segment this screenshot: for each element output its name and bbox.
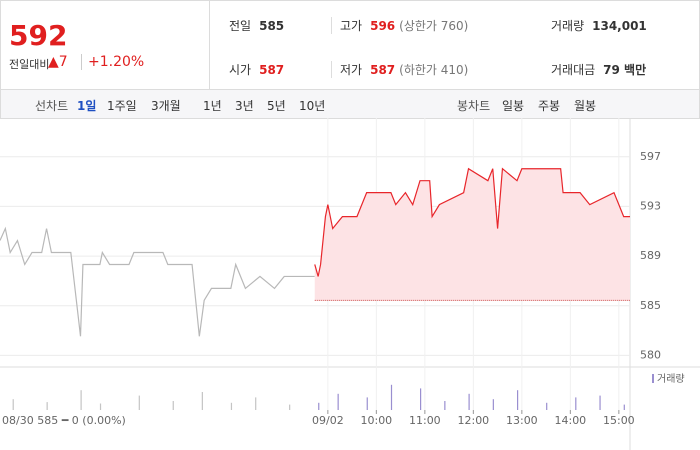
volume-bar — [468, 393, 470, 410]
volume-bar — [201, 392, 203, 410]
change-label: 전일대비 — [9, 58, 50, 71]
period-tab[interactable]: 1년 — [203, 99, 222, 113]
y-tick-label: 593 — [640, 199, 661, 212]
period-tab[interactable]: 3년 — [235, 99, 254, 113]
volume-bar — [444, 401, 446, 410]
stat-note: (상한가 760) — [399, 19, 469, 33]
volume-bar — [366, 397, 368, 410]
x-tick-label: 15:00 — [603, 414, 635, 427]
header: 592 전일대비 ▲7 +1.20% 전일 585 고가 596 (상한가 760) 거래… — [0, 0, 700, 90]
volume-bar — [337, 393, 339, 410]
stat: 저가 587 (하한가 410) — [331, 61, 468, 78]
stat-label: 저가 — [340, 63, 363, 77]
period-tab[interactable]: 3개월 — [151, 99, 181, 113]
price-line — [314, 167, 630, 277]
volume-bar — [99, 403, 102, 410]
volume-bar — [546, 402, 548, 410]
volume-bar — [390, 384, 393, 410]
volume-bar — [12, 399, 14, 410]
volume-bar — [420, 388, 422, 410]
stat-label: 거래대금 — [551, 63, 596, 77]
volume-bar — [575, 397, 577, 410]
volume-bar — [138, 395, 140, 410]
volume-bar — [172, 401, 174, 410]
stat: 전일 585 — [229, 17, 284, 34]
stat-label: 거래량 — [551, 19, 585, 33]
period-tab[interactable]: 1주일 — [107, 99, 137, 113]
stat: 거래량 134,001 — [551, 17, 647, 34]
candle-tab[interactable]: 일봉 — [502, 99, 525, 113]
legend-swatch — [652, 374, 654, 383]
price-line — [0, 226, 315, 337]
legend-label: 거래량 — [657, 373, 685, 385]
area — [314, 168, 630, 301]
stat-value: 585 — [259, 19, 285, 33]
x-tick-label: 14:00 — [554, 414, 586, 427]
change-pct: +1.20% — [81, 54, 144, 70]
stat: 시가 587 — [229, 61, 284, 78]
stat-label: 전일 — [229, 19, 252, 33]
tab-group-label: 봉차트 — [457, 99, 491, 113]
candle-tab[interactable]: 월봉 — [574, 99, 597, 113]
volume-bar — [318, 402, 320, 410]
price-box: 592 전일대비 ▲7 +1.20% — [1, 1, 210, 89]
x-tick-label: 13:00 — [506, 414, 538, 427]
stat-label: 고가 — [340, 19, 363, 33]
volume-bar — [80, 390, 82, 410]
x-tick-label: 11:00 — [409, 414, 441, 427]
x-tick-label: 09/02 — [312, 414, 344, 427]
volume-bar — [516, 390, 519, 410]
volume-bar — [623, 404, 625, 410]
stat-value: 134,001 — [592, 19, 647, 33]
chart: 580 585 589 593 597 09/02 10:00 11:00 12:00 13:00… — [0, 118, 700, 450]
volume-bar — [230, 402, 233, 410]
stat-note: (하한가 410) — [399, 63, 469, 77]
x-tick-label: 12:00 — [457, 414, 489, 427]
price: 592 — [9, 19, 68, 52]
change: ▲7 — [48, 54, 68, 70]
volume-bar — [46, 402, 48, 410]
stat: 거래대금 79 백만 — [551, 61, 646, 78]
stat-value: 79 백만 — [603, 63, 647, 77]
stat: 고가 596 (상한가 760) — [331, 17, 468, 34]
y-tick-label: 589 — [640, 249, 661, 262]
tab-bar: 선차트 1일 1주일 3개월 1년 3년 5년 10년 봉차트 일봉 주봉 월봉 — [0, 89, 700, 119]
stat-label: 시가 — [229, 63, 252, 77]
period-tab[interactable]: 10년 — [299, 99, 326, 113]
volume-bar — [289, 404, 291, 410]
stat-value: 587 — [370, 63, 396, 77]
prev-day-label: 08/30 585 ━ 0 (0.00%) — [2, 414, 126, 427]
tab-group-label: 선차트 — [35, 99, 69, 113]
candle-tab[interactable]: 주봉 — [538, 99, 561, 113]
stat-value: 596 — [370, 19, 396, 33]
x-tick-label: 10:00 — [360, 414, 392, 427]
volume-bar — [599, 395, 601, 410]
y-tick-label: 580 — [640, 348, 661, 361]
stat-value: 587 — [259, 63, 285, 77]
period-tab[interactable]: 1일 — [77, 99, 97, 113]
volume-bar — [492, 399, 494, 410]
y-tick-label: 597 — [640, 150, 661, 163]
y-tick-label: 585 — [640, 299, 661, 312]
volume-bar — [255, 397, 257, 410]
period-tab[interactable]: 5년 — [267, 99, 286, 113]
